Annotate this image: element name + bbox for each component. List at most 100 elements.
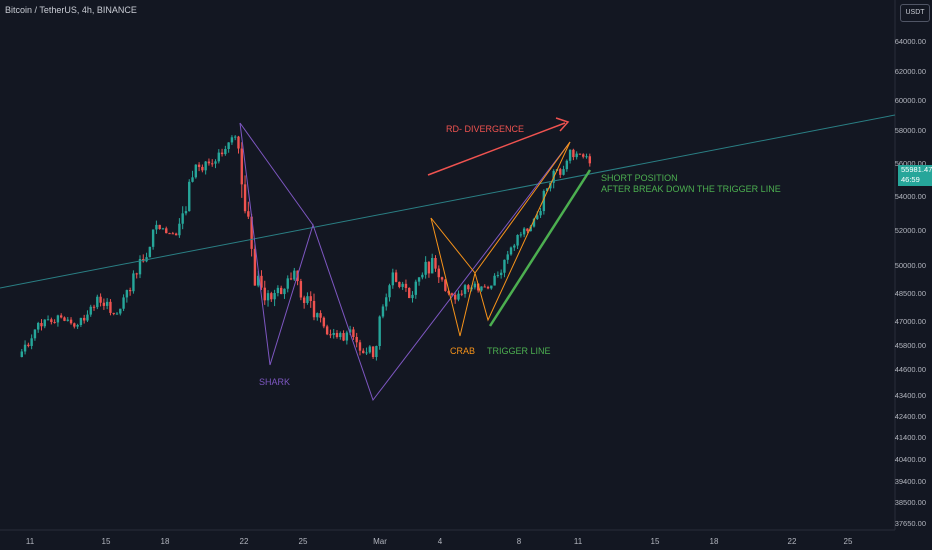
candle-body xyxy=(227,142,230,150)
candle-body xyxy=(444,279,447,291)
price-tick-label: 47000.00 xyxy=(895,317,926,326)
candle-body xyxy=(69,319,73,324)
price-tick-label: 58000.00 xyxy=(895,126,926,135)
candle-body xyxy=(503,259,506,273)
candle-body xyxy=(362,350,365,354)
candle-body xyxy=(181,213,184,224)
candle-body xyxy=(243,184,247,212)
candle-body xyxy=(522,228,526,235)
time-tick-label: 8 xyxy=(517,537,522,546)
candle-body xyxy=(542,190,546,212)
price-tick-label: 62000.00 xyxy=(895,67,926,76)
price-tick-label: 45800.00 xyxy=(895,341,926,350)
candle-body xyxy=(135,273,138,275)
candle-body xyxy=(483,286,486,288)
candle-body xyxy=(188,181,191,212)
candle-body xyxy=(437,268,440,278)
candle-body xyxy=(559,169,562,175)
candle-body xyxy=(122,297,125,309)
candle-body xyxy=(194,164,198,178)
candle-body xyxy=(368,346,372,353)
candle-body xyxy=(539,211,542,216)
candle-body xyxy=(276,287,280,293)
trigger-label: TRIGGER LINE xyxy=(487,346,551,356)
candle-body xyxy=(240,148,243,185)
bar-countdown: 46:59 xyxy=(901,175,920,184)
candle-body xyxy=(526,228,529,232)
candle-body xyxy=(125,290,129,298)
candle-body xyxy=(174,233,178,236)
candle-body xyxy=(335,333,339,338)
candle-body xyxy=(260,275,263,288)
divergence-arrow-head xyxy=(555,117,570,132)
candle-body xyxy=(509,247,513,255)
currency-badge[interactable]: USDT xyxy=(900,4,930,22)
candle-body xyxy=(352,329,355,337)
crab-xb-leg xyxy=(430,217,476,274)
price-tick-label: 60000.00 xyxy=(895,96,926,105)
candle-body xyxy=(279,287,283,295)
price-tick-label: 37650.00 xyxy=(895,519,926,528)
candle-body xyxy=(105,301,109,306)
candle-body xyxy=(355,337,358,343)
candle-body xyxy=(408,287,411,299)
candle-body xyxy=(109,301,112,313)
candle-body xyxy=(184,211,188,214)
candle-body xyxy=(381,306,385,317)
symbol-header[interactable]: Bitcoin / TetherUS, 4h, BINANCE xyxy=(5,5,137,15)
candle-body xyxy=(309,296,312,301)
candle-body xyxy=(253,248,257,286)
candle-body xyxy=(148,246,152,258)
time-tick-label: 11 xyxy=(26,537,35,546)
candle-body xyxy=(440,277,444,280)
candle-body xyxy=(447,290,450,294)
price-tick-label: 64000.00 xyxy=(895,37,926,46)
candle-body xyxy=(82,317,86,321)
candle-body xyxy=(171,233,175,235)
candle-body xyxy=(46,319,50,321)
time-tick-label: 15 xyxy=(102,537,111,546)
candle-body xyxy=(529,226,532,232)
candle-body xyxy=(178,223,181,236)
candle-body xyxy=(486,286,490,289)
candle-body xyxy=(207,161,211,164)
candle-body xyxy=(20,351,23,357)
candle-body xyxy=(493,275,496,286)
candle-body xyxy=(56,315,60,323)
price-tick-label: 48500.00 xyxy=(895,289,926,298)
candle-body xyxy=(312,300,316,318)
candle-body xyxy=(53,322,56,324)
candle-body xyxy=(217,152,220,162)
candle-body xyxy=(516,234,519,246)
candle-body xyxy=(250,216,253,249)
candle-body xyxy=(211,163,214,165)
price-tick-label: 38500.00 xyxy=(895,498,926,507)
candle-body xyxy=(234,136,237,138)
candle-body xyxy=(220,152,224,155)
candle-body xyxy=(457,293,460,300)
time-tick-label: Mar xyxy=(373,537,387,546)
trendline xyxy=(0,114,896,289)
candle-body xyxy=(345,332,349,341)
candle-body xyxy=(404,283,408,288)
time-tick-label: 18 xyxy=(710,537,719,546)
candle-body xyxy=(224,149,227,155)
candles xyxy=(20,135,592,361)
candle-body xyxy=(128,290,132,292)
price-tick-label: 44600.00 xyxy=(895,365,926,374)
candle-body xyxy=(453,294,457,300)
candle-body xyxy=(132,273,135,292)
candle-body xyxy=(79,317,83,325)
candle-body xyxy=(151,229,155,247)
candle-body xyxy=(299,281,303,298)
candle-body xyxy=(263,287,266,301)
candle-body xyxy=(266,293,270,301)
candle-body xyxy=(23,344,27,352)
candle-body xyxy=(421,274,424,278)
candle-body xyxy=(40,323,43,327)
candle-body xyxy=(506,254,509,260)
candle-body xyxy=(214,161,217,164)
candle-body xyxy=(158,224,161,230)
candle-body xyxy=(375,346,378,357)
